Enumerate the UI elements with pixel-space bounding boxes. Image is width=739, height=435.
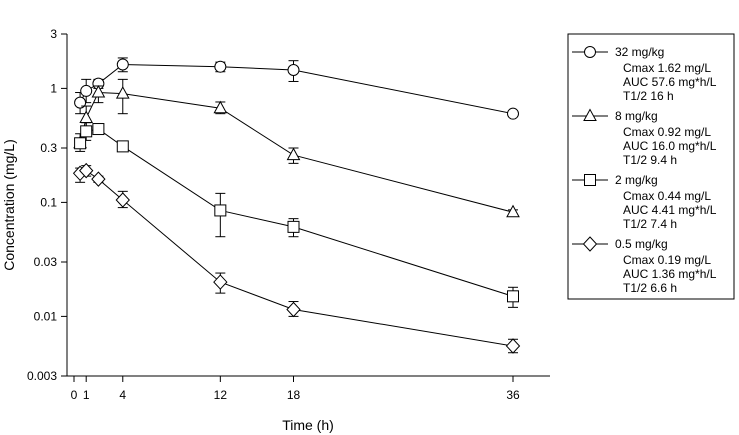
legend-stat: T1/2 7.4 h bbox=[623, 217, 677, 231]
y-tick-label: 0.03 bbox=[34, 255, 58, 269]
data-point bbox=[80, 125, 93, 138]
y-tick-label: 3 bbox=[50, 27, 57, 41]
legend-marker bbox=[584, 46, 596, 58]
data-point bbox=[92, 123, 105, 136]
legend-box bbox=[567, 33, 735, 300]
data-point bbox=[507, 290, 519, 303]
legend-stat: Cmax 0.19 mg/L bbox=[623, 253, 711, 267]
data-point bbox=[74, 137, 87, 150]
series-3 bbox=[72, 162, 521, 354]
legend-stat: AUC 57.6 mg*h/L bbox=[623, 75, 717, 89]
data-point bbox=[115, 86, 130, 99]
y-tick-label: 0.3 bbox=[40, 141, 57, 155]
y-tick-label: 0.01 bbox=[34, 309, 58, 323]
data-point bbox=[213, 274, 228, 290]
data-point bbox=[115, 192, 130, 208]
y-tick-label: 1 bbox=[50, 81, 57, 95]
data-point bbox=[286, 301, 301, 318]
data-point bbox=[214, 204, 227, 217]
legend-stat: Cmax 1.62 mg/L bbox=[623, 61, 711, 75]
x-tick-label: 1 bbox=[83, 388, 90, 402]
data-point bbox=[79, 110, 94, 123]
y-axis-title: Concentration (mg/L) bbox=[1, 139, 17, 271]
legend-stat: AUC 16.0 mg*h/L bbox=[623, 139, 717, 153]
data-point bbox=[116, 140, 129, 153]
series-line bbox=[79, 170, 514, 347]
legend-stat: AUC 4.41 mg*h/L bbox=[623, 203, 717, 217]
x-tick-label: 4 bbox=[119, 388, 126, 402]
y-tick-label: 0.003 bbox=[27, 369, 57, 383]
data-point bbox=[507, 107, 519, 120]
x-axis-title: Time (h) bbox=[282, 417, 334, 433]
data-point bbox=[287, 63, 300, 76]
legend-stat: T1/2 6.6 h bbox=[623, 281, 677, 295]
data-point bbox=[506, 204, 520, 218]
legend-series-name: 8 mg/kg bbox=[615, 109, 658, 123]
x-tick-label: 36 bbox=[506, 388, 520, 402]
y-tick-label: 0.1 bbox=[40, 195, 57, 209]
data-point bbox=[91, 171, 106, 187]
x-ticks: 0 1 4 12 18 36 bbox=[71, 376, 520, 402]
legend-series-name: 0.5 mg/kg bbox=[615, 237, 668, 251]
y-ticks: 0.003 0.01 0.03 0.1 0.3 1 3 bbox=[27, 27, 67, 383]
series-layer bbox=[72, 57, 521, 354]
legend-stat: Cmax 0.92 mg/L bbox=[623, 125, 711, 139]
data-point bbox=[79, 162, 94, 179]
legend-marker bbox=[584, 174, 596, 186]
data-point bbox=[213, 100, 228, 114]
legend-marker bbox=[582, 236, 598, 252]
data-point bbox=[286, 147, 301, 161]
series-0 bbox=[74, 57, 519, 120]
data-point bbox=[214, 60, 227, 73]
x-tick-label: 0 bbox=[71, 388, 78, 402]
data-point bbox=[91, 84, 106, 98]
legend-series-name: 32 mg/kg bbox=[615, 45, 664, 59]
data-point bbox=[116, 58, 129, 71]
data-point bbox=[287, 220, 300, 233]
data-point bbox=[74, 96, 87, 109]
legend-series-name: 2 mg/kg bbox=[615, 173, 658, 187]
series-2 bbox=[74, 122, 519, 308]
legend-marker bbox=[583, 108, 597, 121]
x-tick-label: 12 bbox=[214, 388, 228, 402]
legend-stat: Cmax 0.44 mg/L bbox=[623, 189, 711, 203]
legend-stat: AUC 1.36 mg*h/L bbox=[623, 267, 717, 281]
axes bbox=[66, 34, 550, 377]
data-point bbox=[80, 84, 93, 97]
series-line bbox=[79, 92, 514, 213]
series-1 bbox=[73, 78, 520, 218]
legend-stat: T1/2 16 h bbox=[623, 89, 674, 103]
data-point bbox=[505, 338, 521, 354]
x-tick-label: 18 bbox=[287, 388, 301, 402]
legend-stat: T1/2 9.4 h bbox=[623, 153, 677, 167]
